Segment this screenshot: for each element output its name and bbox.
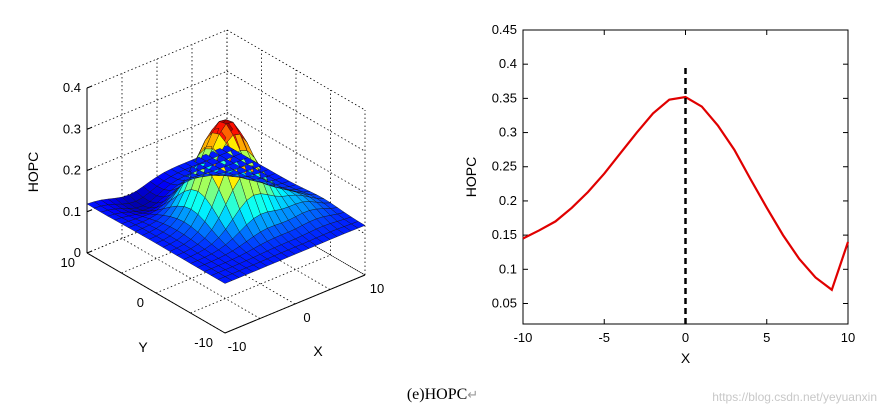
caption-return-mark: ↵ xyxy=(467,387,479,402)
z-tick-label: 0.4 xyxy=(63,80,81,95)
grid-line xyxy=(86,70,228,130)
figure-caption: (e)HOPC↵ xyxy=(0,386,885,404)
caption-text: (e)HOPC xyxy=(406,386,468,403)
surface xyxy=(86,119,366,284)
x-tick-label: 0 xyxy=(303,310,310,325)
z-tick xyxy=(86,85,93,89)
z-tick xyxy=(86,209,93,213)
y-tick-label: 0 xyxy=(137,295,144,310)
z-axis-label: HOPC xyxy=(25,152,41,192)
y-tick-label: 0.2 xyxy=(499,193,517,208)
grid-line xyxy=(190,254,331,314)
y-tick-label: 0.35 xyxy=(492,90,517,105)
grid-line xyxy=(226,194,366,276)
z-tick xyxy=(86,250,93,254)
grid-line xyxy=(226,70,366,152)
line-plot: 0.05 0.1 0.15 0.2 0.25 0.3 0.35 0.4 0.45 -10 -5 0 5 1… xyxy=(463,22,855,366)
z-tick-label: 0.3 xyxy=(63,121,81,136)
grid-line xyxy=(121,238,261,319)
z-tick-label: 0.1 xyxy=(63,204,81,219)
grid-line xyxy=(121,214,262,274)
z-tick-label: 0.2 xyxy=(63,163,81,178)
z-tick-label: 0 xyxy=(74,245,81,260)
x-axis-label: X xyxy=(313,343,323,359)
grid-line xyxy=(86,29,228,89)
x-tick-label: -10 xyxy=(514,330,533,345)
watermark: https://blog.csdn.net/yeyuanxin xyxy=(712,390,877,404)
x-axis xyxy=(224,274,366,334)
x-tick-label: 0 xyxy=(682,330,689,345)
y-tick-label: 0.15 xyxy=(492,227,517,242)
x-tick-label: 10 xyxy=(841,330,855,345)
grid-line xyxy=(226,112,366,193)
x-tick-label: 5 xyxy=(763,330,770,345)
y-axis-label: Y xyxy=(138,339,148,355)
x-tick-label: -5 xyxy=(598,330,610,345)
y-tick-label: 0.25 xyxy=(492,159,517,174)
y-tick-label: 0.4 xyxy=(499,56,517,71)
surface-patch xyxy=(86,201,102,209)
grid-line xyxy=(155,234,297,294)
y-tick-label: 10 xyxy=(61,255,75,270)
y-axis-label: HOPC xyxy=(463,157,479,197)
z-tick xyxy=(86,126,93,130)
y-tick-label: 0.3 xyxy=(499,125,517,140)
x-tick-label: 10 xyxy=(370,281,384,296)
y-tick-label: 0.1 xyxy=(499,261,517,276)
x-axis-label: X xyxy=(681,350,691,366)
z-tick xyxy=(86,168,93,171)
grid-line xyxy=(86,194,228,254)
y-tick-label: 0.45 xyxy=(492,22,517,37)
y-tick-label: -10 xyxy=(194,335,213,350)
grid-line xyxy=(226,29,366,111)
y-axis xyxy=(86,252,226,334)
grid-line xyxy=(86,112,228,171)
x-tick-label: -10 xyxy=(228,339,247,354)
y-tick-label: 0.05 xyxy=(492,295,517,310)
